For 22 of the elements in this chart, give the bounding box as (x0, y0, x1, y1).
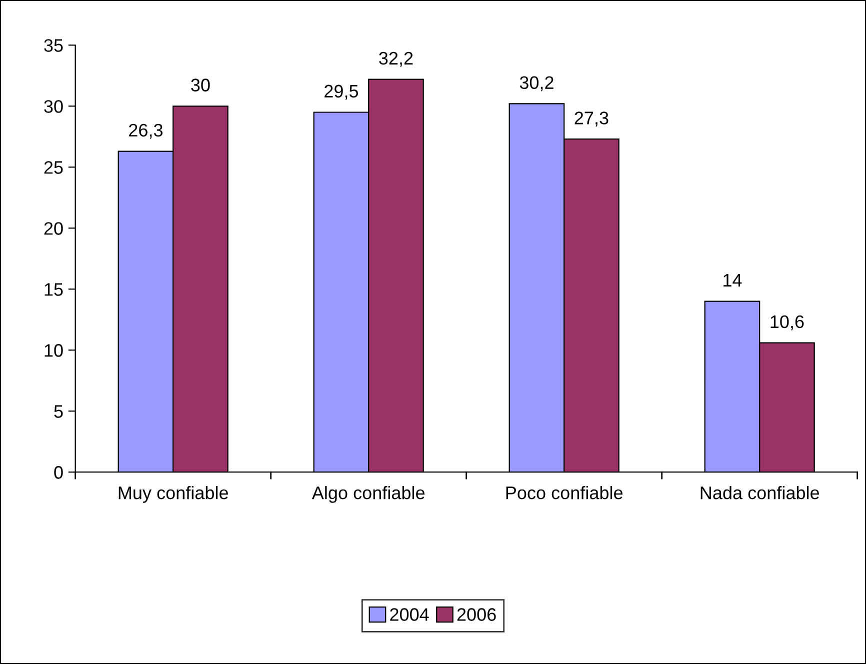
data-label: 27,3 (574, 112, 608, 127)
y-tick-label: 35 (44, 39, 63, 52)
x-tick-label: Muy confiable (118, 486, 228, 503)
y-tick-label: 0 (54, 466, 63, 479)
data-label: 30 (191, 78, 210, 92)
x-tick-label: Poco confiable (506, 486, 623, 500)
y-tick-label: 25 (44, 161, 63, 174)
y-tick-label: 15 (44, 283, 63, 296)
data-label: 26,3 (129, 124, 162, 139)
y-tick-label: 20 (44, 222, 63, 235)
legend-label: 2006 (457, 608, 496, 621)
data-label: 32,2 (379, 52, 413, 67)
data-label: 10,6 (770, 315, 804, 330)
data-label: 14 (724, 274, 742, 286)
data-label: 30,2 (520, 76, 554, 92)
x-tick-label: Nada confiable (700, 486, 820, 500)
y-tick-label: 30 (44, 100, 63, 113)
y-tick-label: 10 (44, 344, 63, 357)
y-tick-label: 5 (54, 405, 63, 418)
data-label: 29,5 (324, 84, 358, 100)
x-tick-label: Algo confiable (312, 486, 425, 503)
legend-label: 2004 (390, 608, 429, 621)
